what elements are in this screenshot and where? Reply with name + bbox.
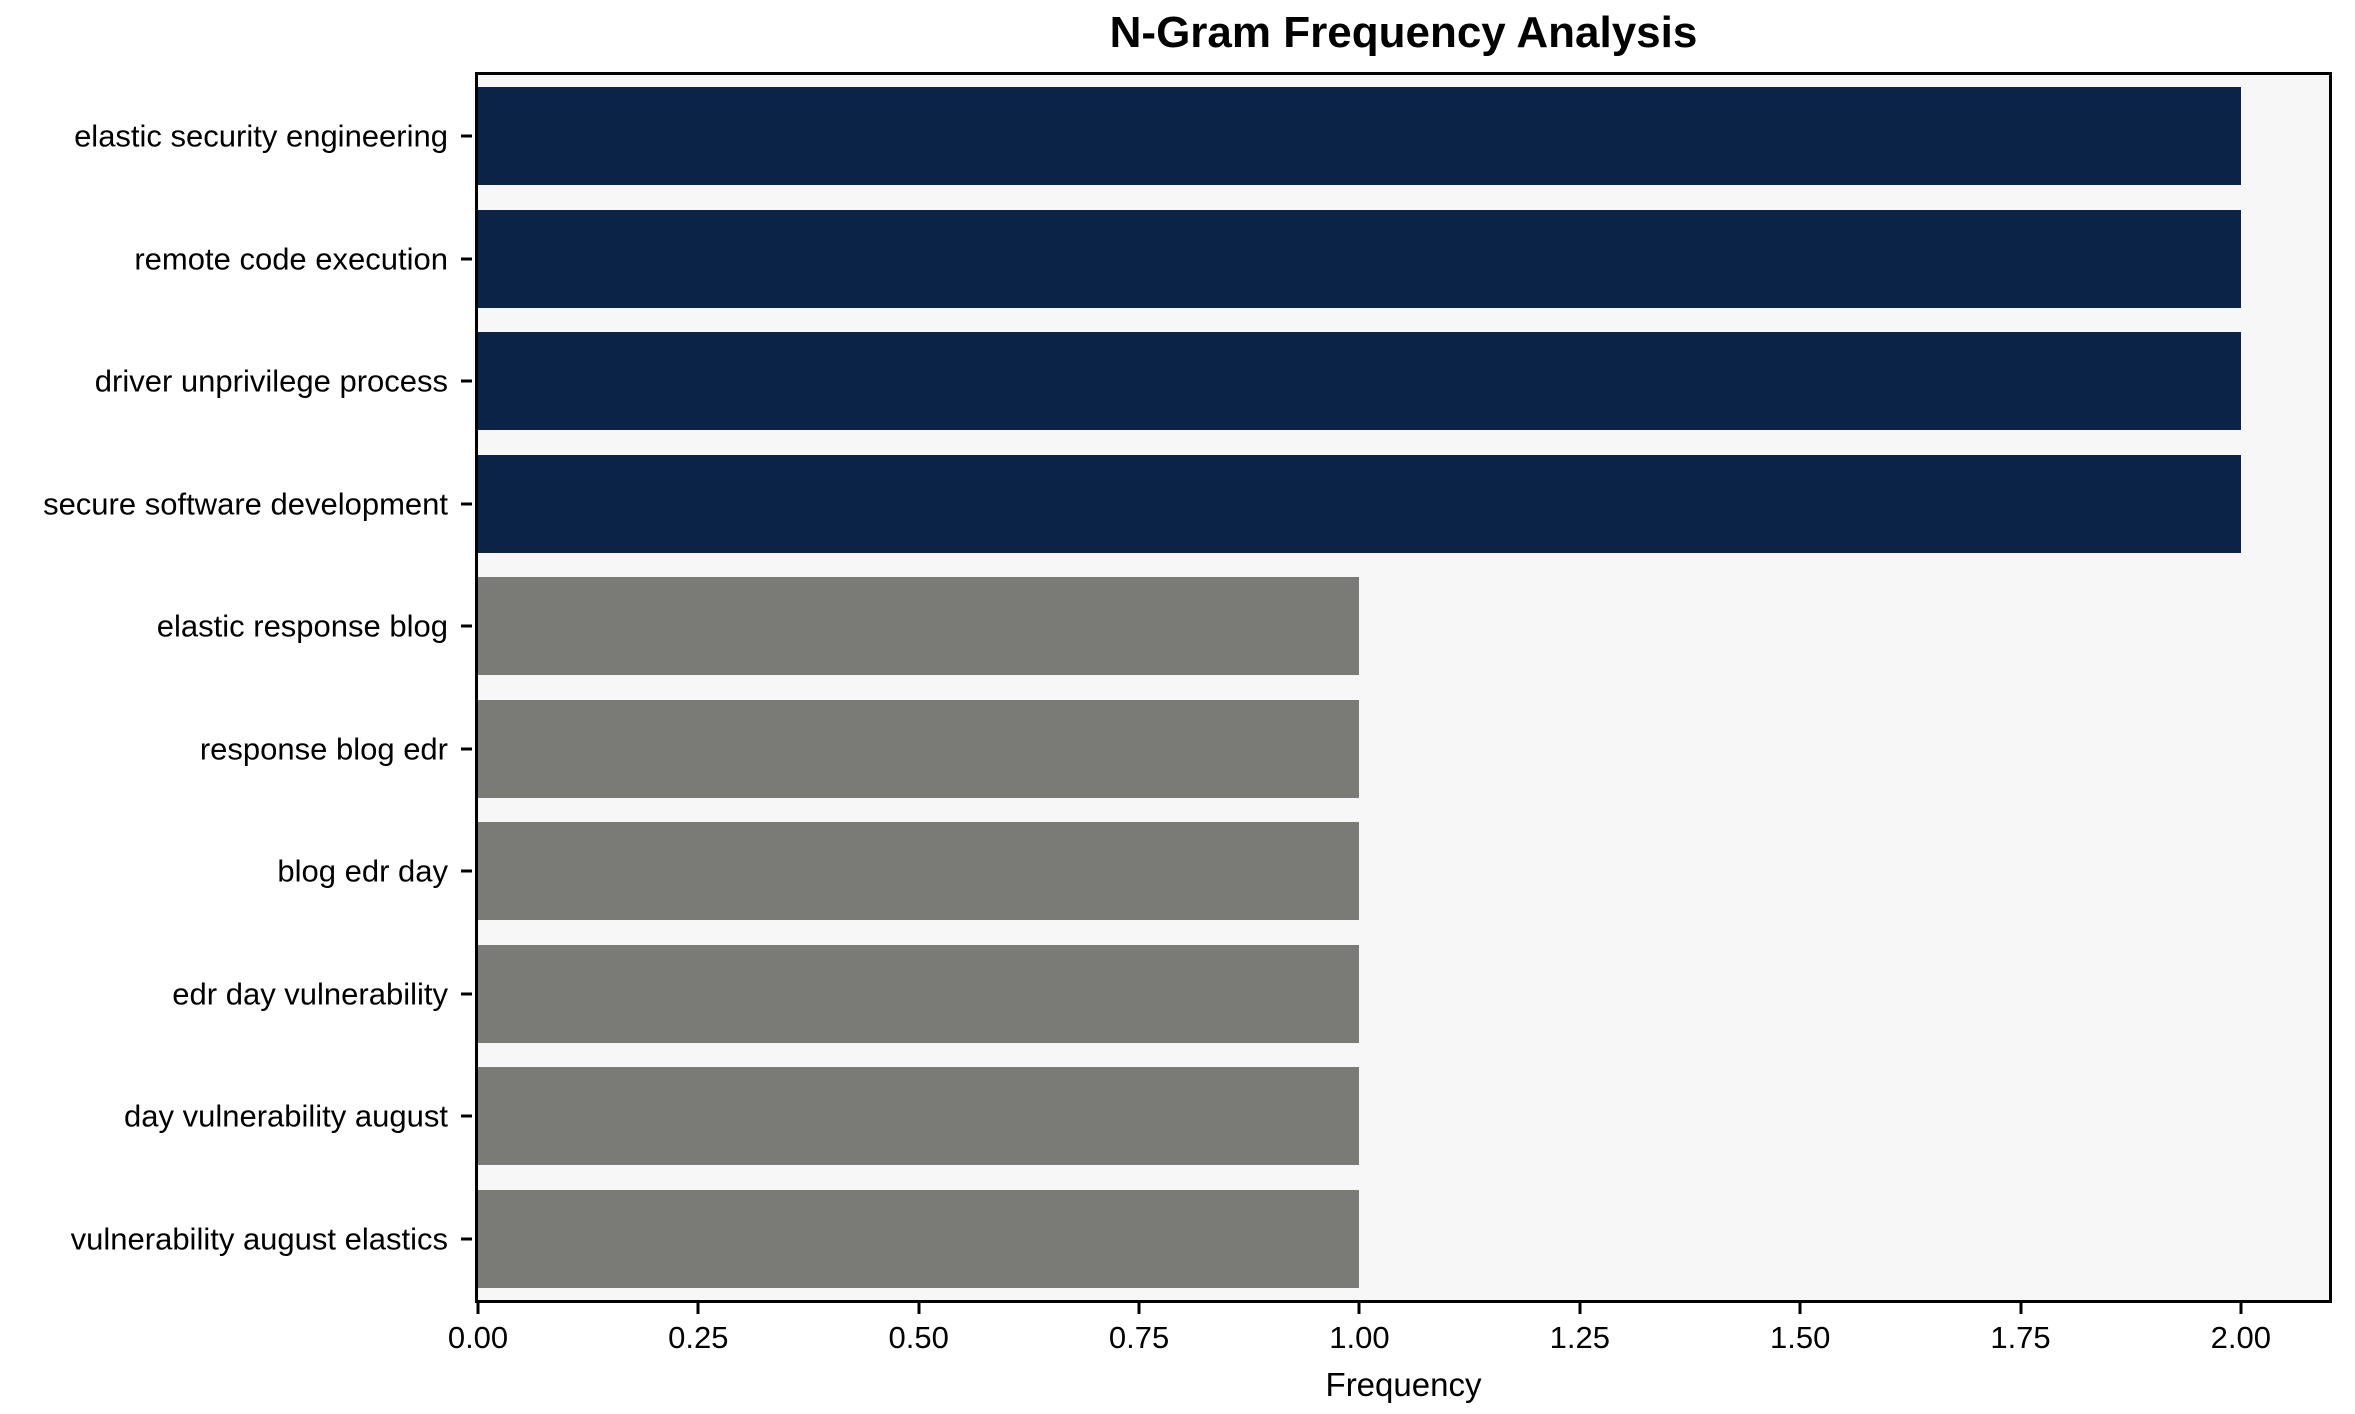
y-tick-mark (461, 747, 472, 751)
x-tick-mark (1137, 1303, 1141, 1314)
x-tick-mark (1357, 1303, 1361, 1314)
y-tick-label: remote code execution (134, 241, 448, 277)
x-tick-mark (2239, 1303, 2243, 1314)
y-tick-label: elastic security engineering (74, 118, 448, 154)
bar-secure-software-development (478, 454, 2241, 553)
y-tick-label: edr day vulnerability (172, 976, 448, 1012)
x-tick-mark (1578, 1303, 1582, 1314)
y-tick-mark (461, 257, 472, 261)
y-tick-label: secure software development (43, 486, 448, 522)
x-tick-mark (1798, 1303, 1802, 1314)
x-tick-label: 0.50 (888, 1320, 949, 1355)
bar-day-vulnerability-august (478, 1067, 1360, 1166)
y-tick-label: driver unprivilege process (94, 363, 448, 399)
x-tick-mark (476, 1303, 480, 1314)
y-tick-mark (461, 992, 472, 996)
bar-driver-unprivilege-process (478, 332, 2241, 431)
x-tick-label: 0.00 (447, 1320, 509, 1355)
x-tick-mark (917, 1303, 921, 1314)
bar-edr-day-vulnerability (478, 944, 1360, 1043)
bar-blog-edr-day (478, 822, 1360, 921)
bar-remote-code-execution (478, 209, 2241, 308)
x-tick-label: 1.75 (1990, 1320, 2051, 1355)
y-tick-label: day vulnerability august (124, 1098, 448, 1134)
chart-title: N-Gram Frequency Analysis (1109, 8, 1698, 57)
y-tick-label: response blog edr (199, 731, 448, 767)
y-tick-mark (461, 134, 472, 138)
y-tick-mark (461, 1237, 472, 1241)
x-tick-label: 2.00 (2210, 1320, 2272, 1355)
y-tick-label: elastic response blog (156, 608, 448, 644)
x-tick-label: 1.50 (1769, 1320, 1831, 1355)
y-tick-label: vulnerability august elastics (70, 1221, 448, 1257)
y-tick-mark (461, 379, 472, 383)
x-axis-label: Frequency (1325, 1366, 1482, 1403)
bar-elastic-security-engineering (478, 87, 2241, 186)
x-tick-mark (696, 1303, 700, 1314)
y-tick-mark (461, 624, 472, 628)
x-tick-label: 1.00 (1329, 1320, 1390, 1355)
x-tick-label: 0.25 (668, 1320, 729, 1355)
bar-vulnerability-august-elastics (478, 1189, 1360, 1288)
y-tick-mark (461, 869, 472, 873)
x-tick-mark (2019, 1303, 2022, 1314)
bar-response-blog-edr (478, 699, 1360, 798)
bar-elastic-response-blog (478, 577, 1360, 676)
y-tick-mark (461, 1114, 472, 1118)
plot-area (475, 72, 2332, 1303)
y-tick-mark (461, 502, 472, 506)
x-tick-label: 1.25 (1549, 1320, 1610, 1355)
x-tick-label: 0.75 (1108, 1320, 1170, 1355)
y-tick-label: blog edr day (277, 853, 448, 889)
